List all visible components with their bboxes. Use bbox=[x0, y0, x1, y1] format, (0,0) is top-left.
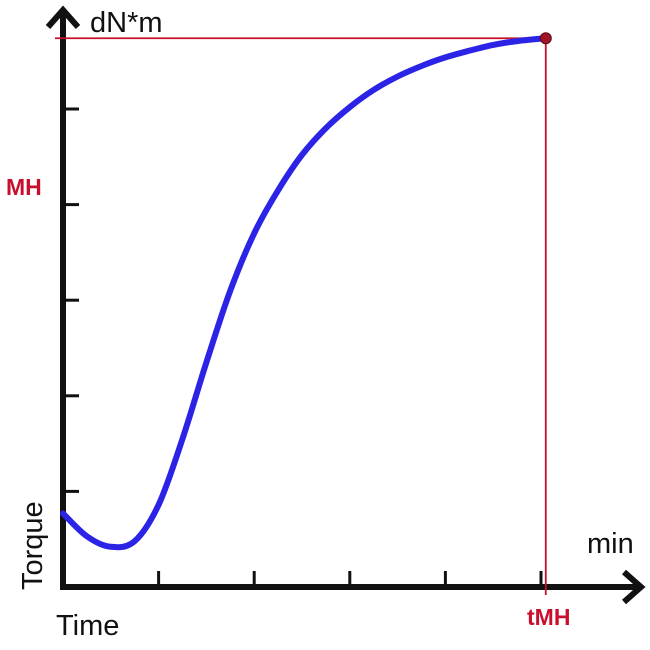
tmh-label: tMH bbox=[527, 604, 570, 630]
mh-point-marker bbox=[539, 32, 552, 45]
y-axis-arrow bbox=[45, 5, 81, 29]
series-layer bbox=[60, 32, 552, 551]
mh-label: MH bbox=[6, 174, 42, 200]
reference-lines bbox=[55, 37, 547, 595]
x-axis-title: Time bbox=[56, 610, 119, 642]
x-unit-label: min bbox=[587, 528, 634, 560]
torque-curve bbox=[60, 35, 549, 551]
axes bbox=[45, 5, 646, 605]
x-axis-arrow bbox=[622, 569, 646, 605]
y-unit-label: dN*m bbox=[90, 7, 163, 39]
y-axis-title: Torque bbox=[17, 501, 49, 590]
axis-ticks bbox=[63, 107, 543, 587]
axis-labels: dN*m min Time Torque MH tMH bbox=[6, 7, 634, 642]
